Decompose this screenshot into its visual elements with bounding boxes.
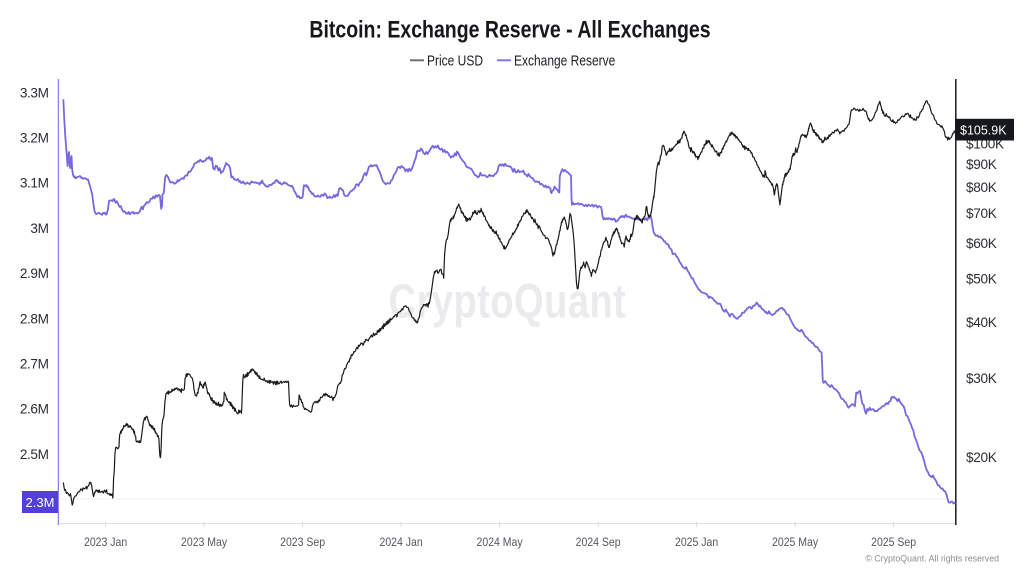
svg-text:2025 Jan: 2025 Jan: [675, 536, 718, 549]
svg-text:3M: 3M: [30, 221, 48, 236]
svg-text:$40K: $40K: [966, 315, 997, 330]
svg-text:2.9M: 2.9M: [20, 266, 49, 281]
svg-text:2.8M: 2.8M: [20, 311, 49, 326]
svg-text:$20K: $20K: [966, 450, 997, 465]
svg-text:2025 May: 2025 May: [772, 536, 818, 549]
svg-text:$60K: $60K: [966, 236, 997, 251]
svg-text:© CryptoQuant. All rights rese: © CryptoQuant. All rights reserved: [865, 554, 999, 564]
svg-text:2023 May: 2023 May: [181, 536, 227, 549]
svg-text:$50K: $50K: [966, 271, 997, 286]
svg-text:2.7M: 2.7M: [20, 357, 49, 372]
svg-text:Price USD: Price USD: [427, 52, 483, 68]
svg-text:2024 Sep: 2024 Sep: [576, 536, 621, 549]
svg-text:2.5M: 2.5M: [20, 447, 49, 462]
svg-text:CryptoQuant: CryptoQuant: [389, 275, 627, 328]
svg-text:2024 May: 2024 May: [477, 536, 523, 549]
svg-text:2023 Jan: 2023 Jan: [84, 536, 127, 549]
svg-text:2.6M: 2.6M: [20, 402, 49, 417]
svg-text:2023 Sep: 2023 Sep: [280, 536, 325, 549]
svg-text:2024 Jan: 2024 Jan: [380, 536, 423, 549]
svg-text:3.3M: 3.3M: [20, 85, 49, 100]
svg-text:$80K: $80K: [966, 180, 997, 195]
svg-text:Bitcoin: Exchange Reserve - Al: Bitcoin: Exchange Reserve - All Exchange…: [309, 15, 710, 43]
svg-text:2025 Sep: 2025 Sep: [871, 536, 916, 549]
svg-text:3.2M: 3.2M: [20, 131, 49, 146]
svg-text:2.3M: 2.3M: [26, 495, 55, 510]
svg-text:$105.9K: $105.9K: [960, 123, 1007, 137]
svg-text:$90K: $90K: [966, 157, 997, 172]
svg-text:3.1M: 3.1M: [20, 176, 49, 191]
svg-text:$70K: $70K: [966, 206, 997, 221]
svg-text:$30K: $30K: [966, 371, 997, 386]
svg-text:Exchange Reserve: Exchange Reserve: [514, 52, 615, 68]
